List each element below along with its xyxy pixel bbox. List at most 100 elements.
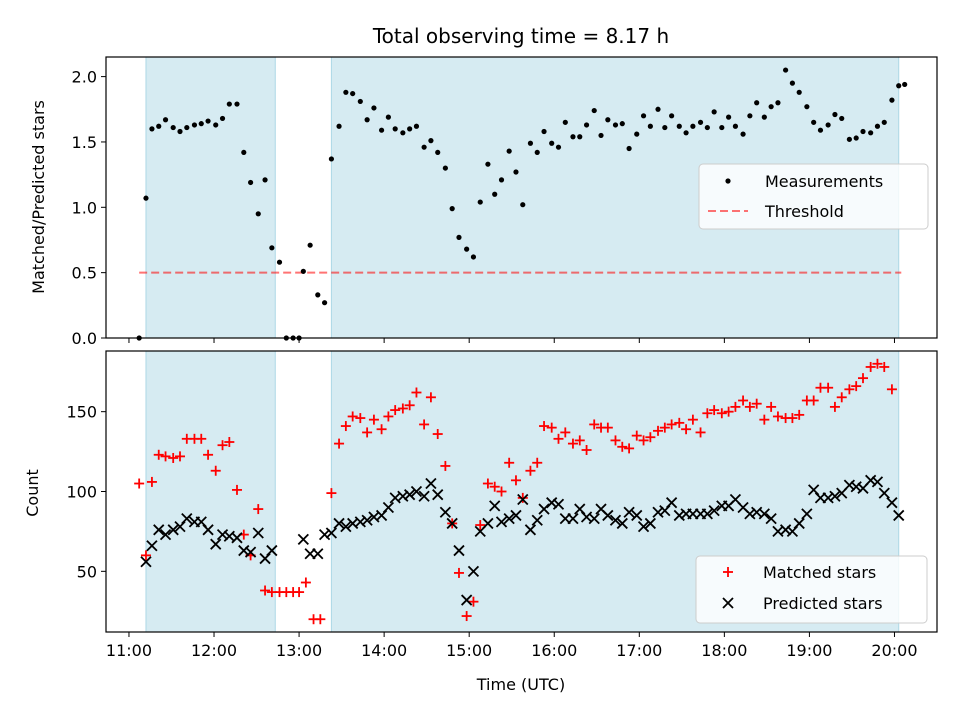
- predicted-star-point: [843, 479, 856, 491]
- measurement-point: [470, 254, 477, 260]
- measurement-point: [541, 128, 547, 135]
- measurement-point: [527, 140, 534, 146]
- matched-star-point: [475, 520, 486, 531]
- predicted-star-point: [652, 506, 664, 518]
- predicted-star-point: [631, 509, 643, 522]
- x-tick-label: 15:00: [446, 641, 492, 660]
- measurement-point: [804, 104, 810, 110]
- predicted-star-point: [616, 517, 628, 530]
- matched-star-point: [581, 444, 592, 455]
- matched-star-point: [759, 414, 770, 425]
- y-tick-label: 1.5: [72, 133, 97, 152]
- measurement-point: [198, 121, 204, 127]
- measurement-point: [647, 123, 653, 129]
- matched-star-point: [886, 384, 897, 395]
- measurement-point: [321, 300, 328, 306]
- measurement-point: [534, 149, 540, 156]
- measurement-point: [191, 122, 198, 128]
- predicted-star-point: [567, 513, 579, 525]
- predicted-star-point: [397, 490, 409, 502]
- top-panel: 0.00.51.01.52.0 Matched/Predicted stars …: [29, 56, 938, 348]
- predicted-star-point: [701, 508, 713, 520]
- measurement-point: [577, 134, 583, 140]
- y-axis-label: Count: [23, 469, 42, 517]
- measurement-point: [385, 114, 391, 120]
- measurement-point: [704, 124, 710, 131]
- matched-star-point: [744, 401, 755, 412]
- predicted-star-point: [231, 532, 243, 544]
- y-tick-label: 1.0: [72, 198, 97, 217]
- matched-star-point: [823, 382, 834, 393]
- predicted-star-point: [495, 516, 508, 528]
- matched-star-point: [738, 395, 749, 406]
- matched-star-point: [425, 392, 436, 403]
- measurement-point: [768, 104, 774, 110]
- predicted-star-point: [546, 497, 558, 509]
- matched-star-point: [716, 408, 727, 419]
- measurement-point: [881, 119, 887, 125]
- measurement-point: [226, 101, 232, 107]
- matched-star-point: [666, 419, 677, 430]
- matched-star-point: [294, 587, 305, 598]
- measurement-points: [136, 67, 908, 341]
- measurement-point: [754, 100, 760, 106]
- matched-star-point: [153, 449, 164, 460]
- matched-star-point: [315, 614, 326, 625]
- matched-star-point: [196, 433, 207, 444]
- measurement-point: [262, 177, 268, 183]
- matched-star-point: [453, 567, 464, 578]
- y-tick-label: 150: [66, 403, 97, 422]
- measurement-point: [485, 161, 491, 167]
- matched-star-point: [383, 411, 394, 422]
- predicted-star-point: [893, 509, 905, 522]
- measurement-point: [555, 144, 562, 150]
- measurement-point: [513, 169, 519, 175]
- predicted-star-point: [489, 500, 501, 512]
- matched-star-point: [440, 460, 451, 471]
- x-tick-label: 18:00: [701, 641, 747, 660]
- predicted-star-point: [361, 514, 373, 526]
- measurement-point: [400, 130, 406, 136]
- measurement-point: [492, 191, 498, 197]
- predicted-star-point: [552, 498, 565, 510]
- predicted-star-point: [216, 528, 229, 541]
- measurement-point: [583, 122, 590, 128]
- predicted-star-point: [708, 505, 720, 517]
- measurement-point: [874, 123, 881, 129]
- measurement-point: [307, 242, 313, 248]
- matched-star-point: [553, 433, 564, 444]
- measurement-point: [442, 165, 448, 171]
- measurement-point: [241, 149, 247, 156]
- measurement-point: [662, 124, 668, 131]
- matched-star-point: [174, 451, 185, 462]
- matched-star-point: [858, 373, 869, 384]
- measurement-point: [350, 90, 356, 97]
- measurement-point: [612, 122, 619, 128]
- measurement-point: [811, 119, 817, 125]
- predicted-star-point: [453, 544, 465, 557]
- matched-star-point: [231, 484, 242, 495]
- predicted-star-point: [623, 506, 635, 518]
- matched-star-point: [546, 422, 557, 433]
- matched-star-point: [589, 419, 600, 430]
- matched-star-point: [210, 465, 221, 476]
- matched-star-point: [340, 421, 351, 432]
- measurement-point: [549, 140, 555, 146]
- matched-star-point: [617, 441, 628, 452]
- predicted-star-point: [510, 509, 522, 522]
- matched-star-point: [829, 401, 840, 412]
- predicted-star-point: [850, 481, 862, 493]
- predicted-star-point: [588, 513, 600, 525]
- measurement-point: [184, 124, 190, 131]
- measurement-point: [162, 117, 169, 123]
- predicted-star-point: [673, 509, 685, 522]
- legend-label-threshold: Threshold: [764, 202, 844, 221]
- matched-star-point: [723, 406, 734, 417]
- matched-star-point: [168, 452, 179, 463]
- measurement-point: [796, 89, 802, 95]
- legend-box: [698, 163, 929, 230]
- matched-star-point: [695, 427, 706, 438]
- matched-star-point: [808, 395, 819, 406]
- predicted-star-point: [793, 517, 805, 530]
